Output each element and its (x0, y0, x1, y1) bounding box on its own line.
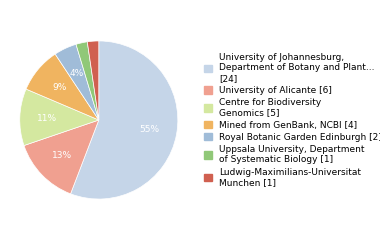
Wedge shape (26, 54, 99, 120)
Wedge shape (76, 42, 99, 120)
Legend: University of Johannesburg,
Department of Botany and Plant...
[24], University o: University of Johannesburg, Department o… (204, 53, 380, 187)
Wedge shape (24, 120, 99, 194)
Text: 4%: 4% (70, 69, 84, 78)
Text: 13%: 13% (52, 151, 72, 160)
Text: 9%: 9% (52, 83, 66, 92)
Text: 55%: 55% (139, 125, 159, 134)
Wedge shape (20, 89, 99, 145)
Text: 11%: 11% (37, 114, 57, 123)
Wedge shape (87, 41, 99, 120)
Wedge shape (71, 41, 178, 199)
Wedge shape (55, 44, 99, 120)
